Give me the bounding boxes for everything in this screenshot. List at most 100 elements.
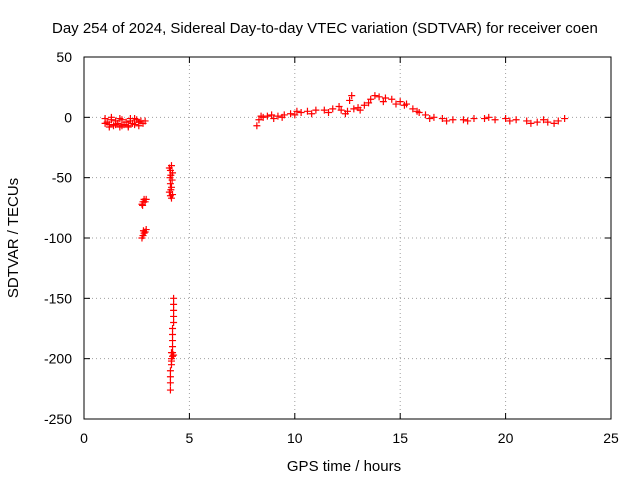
- data-point: [356, 106, 364, 114]
- data-point: [124, 123, 132, 131]
- data-point: [122, 118, 130, 126]
- data-point: [329, 105, 337, 113]
- y-tick-label: -200: [44, 351, 72, 367]
- data-point: [170, 294, 178, 302]
- data-point: [101, 119, 109, 127]
- y-tick-label: -50: [52, 170, 72, 186]
- data-point: [396, 98, 404, 106]
- data-point: [350, 105, 358, 113]
- data-point: [141, 117, 149, 125]
- data-point: [371, 92, 379, 100]
- data-point: [112, 121, 120, 129]
- data-point: [550, 119, 558, 127]
- data-point: [139, 227, 147, 235]
- data-series: [101, 92, 569, 394]
- data-point: [139, 201, 147, 209]
- data-point: [312, 106, 320, 114]
- data-point: [166, 367, 174, 375]
- y-tick-label: -150: [44, 290, 72, 306]
- data-point: [346, 96, 354, 104]
- data-point: [523, 117, 531, 125]
- data-point: [263, 112, 271, 120]
- data-point: [375, 93, 383, 101]
- data-point: [118, 122, 126, 130]
- data-point: [554, 117, 562, 125]
- data-point: [381, 94, 389, 102]
- data-point: [400, 101, 408, 109]
- data-point: [257, 112, 265, 120]
- data-point: [167, 194, 175, 202]
- data-point: [337, 106, 345, 114]
- y-tick-label: -250: [44, 411, 72, 427]
- data-point: [116, 115, 124, 123]
- x-tick-label: 20: [498, 430, 514, 446]
- data-point: [413, 107, 421, 115]
- data-point: [105, 123, 113, 131]
- data-point: [485, 113, 493, 121]
- data-point: [170, 306, 178, 314]
- data-point: [293, 107, 301, 115]
- data-point: [426, 115, 434, 123]
- x-tick-label: 0: [80, 430, 88, 446]
- data-point: [527, 119, 535, 127]
- data-point: [325, 109, 333, 117]
- data-point: [335, 102, 343, 110]
- data-point: [169, 352, 177, 360]
- chart-title: Day 254 of 2024, Sidereal Day-to-day VTE…: [52, 20, 598, 37]
- y-axis-label: SDTVAR / TECUs: [5, 178, 22, 298]
- data-point: [341, 110, 349, 118]
- data-point: [274, 112, 282, 120]
- data-point: [430, 113, 438, 121]
- data-point: [169, 337, 177, 345]
- data-point: [169, 331, 177, 339]
- data-point: [506, 117, 514, 125]
- y-tick-label: -100: [44, 230, 72, 246]
- data-point: [308, 110, 316, 118]
- data-point: [131, 121, 139, 129]
- data-point: [268, 111, 276, 119]
- data-point: [126, 115, 134, 123]
- data-point: [167, 186, 175, 194]
- data-point: [255, 116, 263, 124]
- data-point: [481, 115, 489, 123]
- x-tick-label: 5: [186, 430, 194, 446]
- data-point: [167, 357, 175, 365]
- data-point: [278, 113, 286, 121]
- data-point: [167, 162, 175, 170]
- data-point: [107, 113, 115, 121]
- data-point: [502, 115, 510, 123]
- data-point: [169, 325, 177, 332]
- x-tick-label: 15: [392, 430, 408, 446]
- data-point: [544, 118, 552, 126]
- data-point: [135, 122, 143, 130]
- data-point: [388, 95, 396, 103]
- data-point: [365, 99, 373, 107]
- data-point: [459, 116, 467, 124]
- x-tick-label: 10: [287, 430, 303, 446]
- data-point: [320, 106, 328, 114]
- data-point: [169, 191, 177, 199]
- data-point: [561, 115, 569, 123]
- data-point: [170, 312, 178, 320]
- axis-ticks: 0 5 10 15 20 25 -250 -200 -150 -100 -50 0 50: [44, 49, 619, 446]
- data-point: [379, 98, 387, 106]
- data-point: [291, 111, 299, 119]
- data-point: [166, 180, 174, 188]
- data-point: [303, 107, 311, 115]
- data-point: [470, 115, 478, 123]
- data-point: [491, 116, 499, 124]
- data-point: [540, 116, 548, 124]
- data-point: [438, 115, 446, 123]
- data-point: [253, 122, 261, 130]
- x-tick-label: 25: [603, 430, 619, 446]
- data-point: [287, 110, 295, 118]
- data-point: [348, 92, 356, 100]
- data-point: [170, 318, 178, 326]
- x-axis-label: GPS time / hours: [287, 458, 401, 475]
- data-point: [421, 111, 429, 119]
- data-point: [166, 174, 174, 182]
- data-point: [297, 109, 305, 117]
- data-point: [166, 386, 174, 394]
